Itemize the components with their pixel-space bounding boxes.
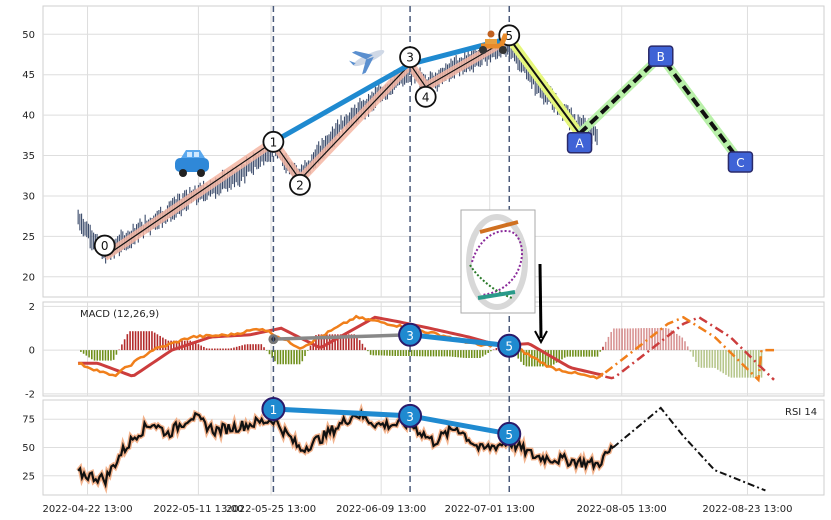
rsi-marker-circle bbox=[398, 403, 423, 428]
x-tick-label: 2022-08-23 13:00 bbox=[702, 504, 792, 515]
y-tick-label: 0 bbox=[29, 346, 35, 357]
macd-divergence-line-grey bbox=[273, 333, 411, 341]
corrective-wave-badge bbox=[566, 131, 593, 154]
rsi-line bbox=[77, 408, 614, 489]
wave-label-circle bbox=[93, 234, 116, 257]
wave-label-text: 5 bbox=[505, 29, 513, 43]
x-tick-label: 2022-06-09 13:00 bbox=[336, 504, 426, 515]
y-tick-label: 20 bbox=[22, 272, 35, 283]
macd-divergence-line bbox=[409, 332, 510, 349]
corrective-wave-badge bbox=[648, 45, 674, 67]
macd-forecast bbox=[604, 315, 775, 383]
wave-label-circle bbox=[414, 85, 437, 108]
inset-thumbnail bbox=[460, 209, 536, 314]
corrective-wave-label: B bbox=[657, 50, 665, 64]
rsi-forecast bbox=[612, 406, 766, 492]
macd-label: MACD (12,26,9) bbox=[80, 309, 159, 320]
rsi-marker-circle bbox=[261, 397, 286, 422]
y-tick-label: 25 bbox=[22, 232, 35, 243]
y-tick-label: 50 bbox=[22, 30, 35, 41]
rsi-label: RSI 14 bbox=[785, 407, 817, 418]
x-tick-label: 2022-05-11 13:00 bbox=[153, 504, 243, 515]
wave-label-text: 4 bbox=[422, 90, 430, 104]
wave-label-text: 2 bbox=[296, 178, 304, 192]
y-tick-label: -2 bbox=[25, 389, 35, 400]
airplane-icon bbox=[349, 50, 385, 75]
annotation-arrow-head bbox=[534, 330, 548, 345]
y-tick-label: 40 bbox=[22, 111, 35, 122]
x-tick-label: 2022-05-25 13:00 bbox=[226, 504, 316, 515]
x-tick-label: 2022-08-05 13:00 bbox=[577, 504, 667, 515]
annotation-arrow bbox=[538, 263, 543, 339]
corrective-wave-label: C bbox=[736, 156, 744, 170]
wave-overlay bbox=[102, 34, 745, 261]
y-tick-label: 45 bbox=[22, 70, 35, 81]
rsi-marker-text: 1 bbox=[270, 403, 278, 417]
wave-label-circle bbox=[262, 130, 285, 153]
price-panel bbox=[42, 5, 825, 298]
x-tick-label: 2022-07-01 13:00 bbox=[445, 504, 535, 515]
scooter-icon bbox=[479, 30, 508, 54]
wave-labels: 0 1 2 3 4 5 A B C 3 5 1 3 5 bbox=[93, 24, 754, 446]
y-tick-label: 75 bbox=[22, 415, 35, 426]
wave-label-circle bbox=[289, 173, 311, 196]
rsi-marker-circle bbox=[497, 421, 522, 446]
y-tick-label: 2 bbox=[29, 302, 35, 313]
corrective-wave-badge bbox=[727, 151, 754, 173]
y-tick-label: 30 bbox=[22, 191, 35, 202]
y-tick-label: 35 bbox=[22, 151, 35, 162]
car-icon bbox=[175, 150, 209, 177]
macd-marker-circle bbox=[398, 322, 423, 347]
y-tick-label: 50 bbox=[22, 443, 35, 454]
wave-label-text: 3 bbox=[406, 51, 414, 65]
corrective-wave-label: A bbox=[575, 137, 584, 151]
y-tick-label: 25 bbox=[22, 471, 35, 482]
impulse-line bbox=[104, 37, 510, 258]
wave-label-text: 1 bbox=[270, 135, 278, 149]
correction-line-a bbox=[508, 37, 581, 135]
macd-marker-circle bbox=[497, 333, 522, 358]
rsi-marker-text: 3 bbox=[406, 410, 414, 424]
macd-marker-text: 3 bbox=[406, 329, 414, 343]
rsi-marker-text: 5 bbox=[505, 428, 513, 442]
macd-marker-text: 5 bbox=[505, 340, 513, 354]
wave-label-text: 0 bbox=[101, 239, 109, 253]
x-tick-label: 2022-04-22 13:00 bbox=[42, 504, 132, 515]
wave-label-circle bbox=[399, 46, 421, 69]
